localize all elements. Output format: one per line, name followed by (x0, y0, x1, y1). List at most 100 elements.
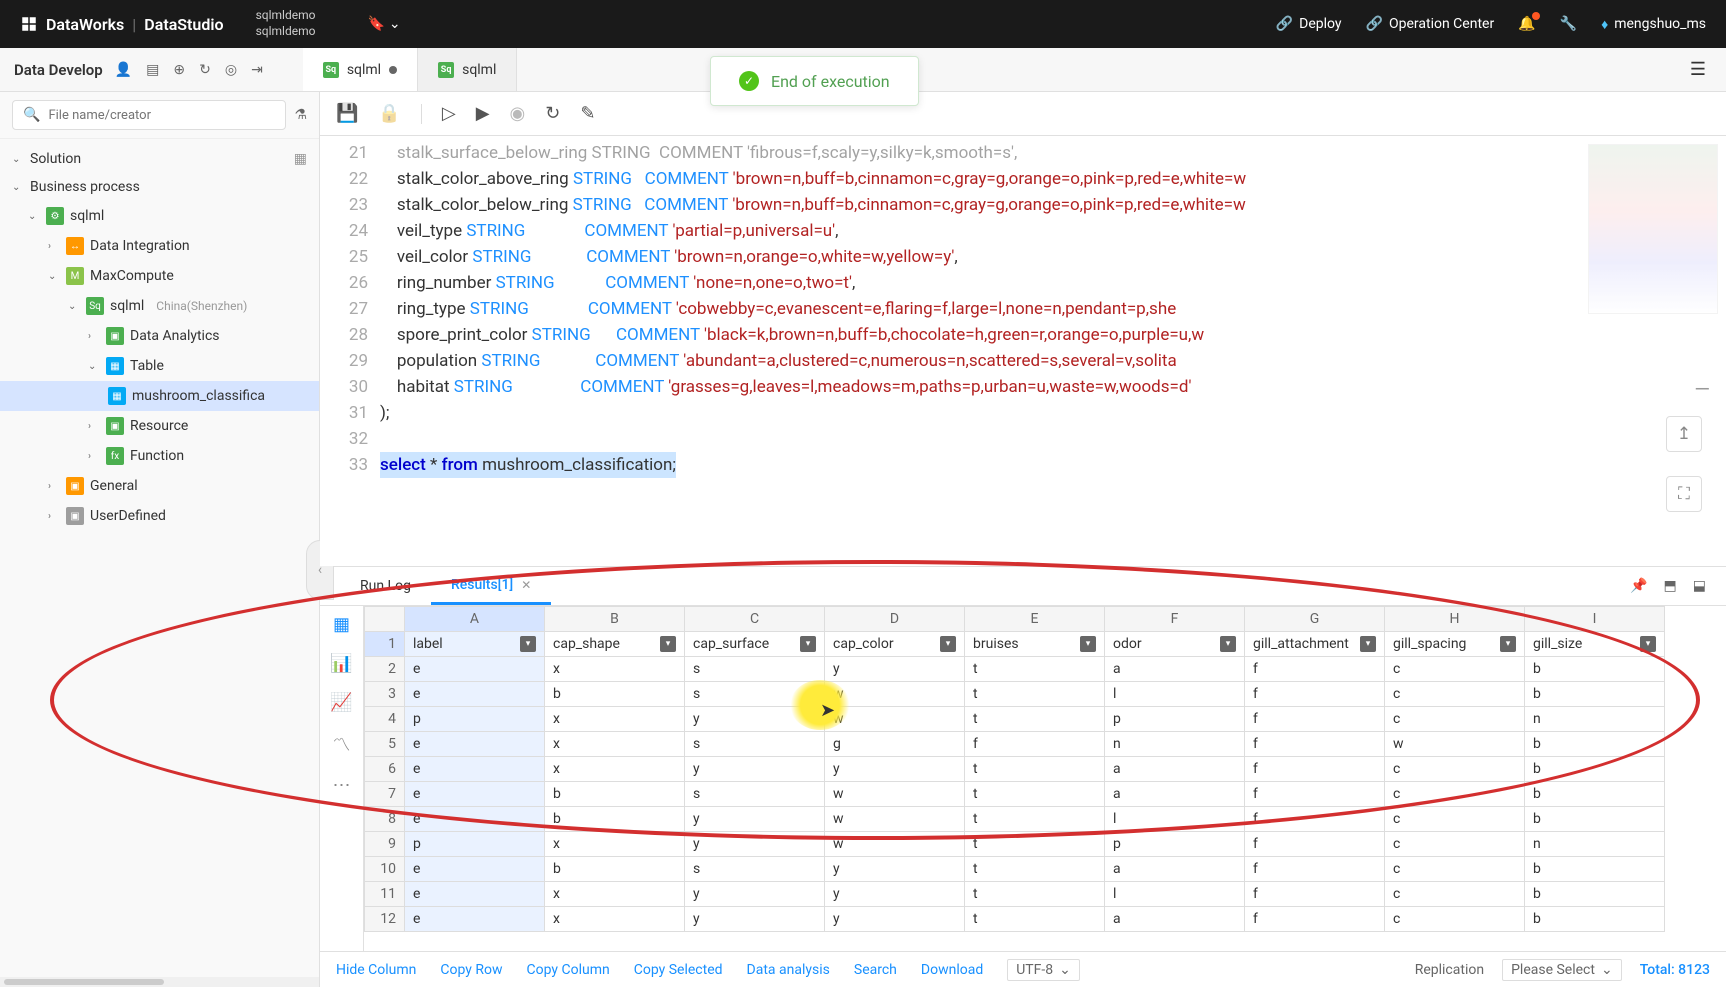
tree-maxcompute[interactable]: ⌄ M MaxCompute (0, 261, 319, 291)
reload-icon[interactable]: ↻ (545, 103, 560, 124)
format-icon[interactable]: ✎ (580, 103, 595, 124)
data-cell[interactable]: x (545, 707, 685, 732)
data-cell[interactable]: y (685, 707, 825, 732)
data-cell[interactable]: x (545, 657, 685, 682)
stop-icon[interactable]: ◉ (510, 103, 526, 124)
lock-icon[interactable]: 🔒 (378, 103, 400, 124)
data-cell[interactable]: l (1105, 682, 1245, 707)
row-number[interactable]: 9 (365, 832, 405, 857)
data-cell[interactable]: x (545, 882, 685, 907)
data-cell[interactable]: e (405, 882, 545, 907)
row-number[interactable]: 5 (365, 732, 405, 757)
data-cell[interactable]: e (405, 782, 545, 807)
row-number[interactable]: 10 (365, 857, 405, 882)
results-grid[interactable]: ABCDEFGHI1label▾cap_shape▾cap_surface▾ca… (364, 606, 1726, 951)
row-number[interactable]: 3 (365, 682, 405, 707)
filter-icon[interactable]: ⚗ (294, 107, 307, 123)
data-cell[interactable]: t (965, 782, 1105, 807)
data-cell[interactable]: e (405, 807, 545, 832)
filter-dropdown-icon[interactable]: ▾ (1500, 636, 1516, 652)
data-cell[interactable]: w (825, 807, 965, 832)
search-box[interactable]: 🔍 (12, 100, 286, 130)
brand-logo[interactable]: DataWorks | DataStudio (20, 15, 224, 34)
more-icon[interactable]: ⋯ (333, 775, 351, 796)
search-input[interactable] (48, 108, 275, 123)
list-icon[interactable]: ▤ (146, 62, 159, 78)
data-cell[interactable]: c (1385, 757, 1525, 782)
data-cell[interactable]: f (1245, 732, 1385, 757)
tree-table[interactable]: ⌄ ▦ Table (0, 351, 319, 381)
data-cell[interactable]: f (1245, 882, 1385, 907)
import-icon[interactable]: ⇥ (251, 62, 263, 78)
data-cell[interactable]: f (1245, 907, 1385, 932)
user-icon[interactable]: 👤 (115, 62, 132, 78)
tab-run-log[interactable]: Run Log (340, 567, 431, 605)
run-icon[interactable]: ▷ (442, 103, 456, 124)
data-cell[interactable]: t (965, 657, 1105, 682)
data-cell[interactable]: c (1385, 907, 1525, 932)
tree-solution[interactable]: ⌄ Solution ▦ (0, 145, 319, 173)
line-chart-icon[interactable]: 〽 (333, 731, 351, 757)
file-tab-sqlml[interactable]: Sq sqlml (418, 48, 517, 91)
column-letter[interactable]: A (405, 607, 545, 632)
tree-resource[interactable]: › ▣ Resource (0, 411, 319, 441)
data-cell[interactable]: b (1525, 757, 1665, 782)
pin-icon[interactable]: 📌 (1630, 578, 1647, 594)
data-cell[interactable]: b (1525, 857, 1665, 882)
column-header-cell[interactable]: cap_surface▾ (685, 632, 825, 657)
data-cell[interactable]: c (1385, 857, 1525, 882)
data-cell[interactable]: y (685, 832, 825, 857)
data-cell[interactable]: t (965, 857, 1105, 882)
user-menu[interactable]: ♦ mengshuo_ms (1601, 16, 1706, 33)
column-header-cell[interactable]: bruises▾ (965, 632, 1105, 657)
data-cell[interactable]: e (405, 857, 545, 882)
data-cell[interactable]: p (1105, 832, 1245, 857)
data-cell[interactable]: w (825, 707, 965, 732)
data-cell[interactable]: e (405, 657, 545, 682)
data-cell[interactable]: f (1245, 707, 1385, 732)
tree-data-analytics[interactable]: › ▣ Data Analytics (0, 321, 319, 351)
data-cell[interactable]: c (1385, 882, 1525, 907)
row-number[interactable]: 6 (365, 757, 405, 782)
column-header-cell[interactable]: gill_spacing▾ (1385, 632, 1525, 657)
data-cell[interactable]: y (685, 882, 825, 907)
data-cell[interactable]: b (1525, 782, 1665, 807)
data-cell[interactable]: c (1385, 707, 1525, 732)
data-cell[interactable]: b (545, 682, 685, 707)
data-cell[interactable]: b (1525, 682, 1665, 707)
data-cell[interactable]: y (825, 657, 965, 682)
scroll-top-button[interactable]: ↥ (1666, 416, 1702, 452)
filter-dropdown-icon[interactable]: ▾ (520, 636, 536, 652)
save-icon[interactable]: 💾 (336, 103, 358, 124)
data-cell[interactable]: c (1385, 682, 1525, 707)
data-cell[interactable]: w (825, 782, 965, 807)
data-cell[interactable]: b (1525, 657, 1665, 682)
filter-dropdown-icon[interactable]: ▾ (1640, 636, 1656, 652)
column-letter[interactable]: H (1385, 607, 1525, 632)
data-cell[interactable]: b (1525, 732, 1665, 757)
filter-dropdown-icon[interactable]: ▾ (1360, 636, 1376, 652)
data-cell[interactable]: t (965, 832, 1105, 857)
row-number[interactable]: 4 (365, 707, 405, 732)
data-cell[interactable]: e (405, 732, 545, 757)
row-number[interactable]: 2 (365, 657, 405, 682)
data-cell[interactable]: f (1245, 857, 1385, 882)
data-cell[interactable]: n (1105, 732, 1245, 757)
data-cell[interactable]: e (405, 682, 545, 707)
menu-button[interactable]: ☰ (1670, 59, 1726, 80)
tree-data-integration[interactable]: › ↔ Data Integration (0, 231, 319, 261)
column-letter[interactable]: F (1105, 607, 1245, 632)
hide-column-link[interactable]: Hide Column (336, 962, 416, 978)
fullscreen-button[interactable]: ⛶ (1666, 476, 1702, 512)
filter-dropdown-icon[interactable]: ▾ (940, 636, 956, 652)
data-cell[interactable]: w (825, 682, 965, 707)
bar-chart-icon[interactable]: 📊 (330, 653, 352, 674)
data-cell[interactable]: l (1105, 807, 1245, 832)
data-cell[interactable]: e (405, 757, 545, 782)
data-cell[interactable]: w (1385, 732, 1525, 757)
data-cell[interactable]: s (685, 732, 825, 757)
data-cell[interactable]: n (1525, 707, 1665, 732)
data-cell[interactable]: b (1525, 882, 1665, 907)
tree-sqlml-region[interactable]: ⌄ Sq sqlml China(Shenzhen) (0, 291, 319, 321)
data-cell[interactable]: c (1385, 657, 1525, 682)
